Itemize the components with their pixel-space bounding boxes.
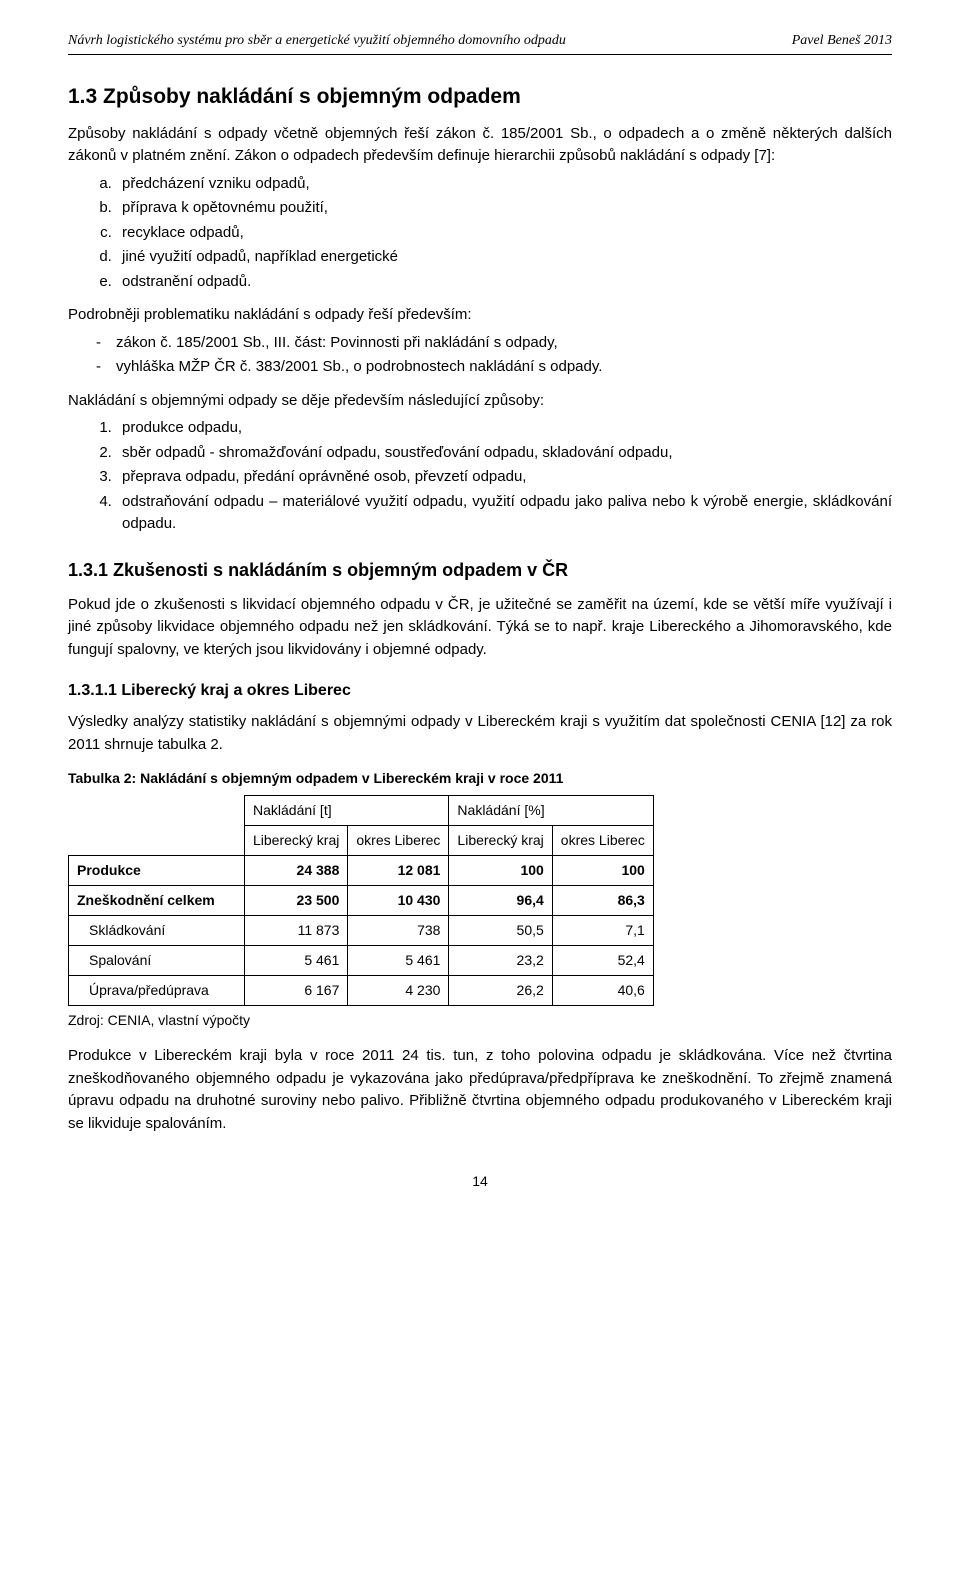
header-right: Pavel Beneš 2013	[792, 30, 892, 51]
list-item: jiné využití odpadů, například energetic…	[116, 245, 892, 270]
section-para-2: Podrobněji problematiku nakládání s odpa…	[68, 304, 892, 327]
page-header: Návrh logistického systému pro sběr a en…	[68, 30, 892, 55]
table-cell: 23 500	[245, 886, 348, 916]
table-cell: 86,3	[552, 886, 653, 916]
table-cell: 100	[449, 856, 552, 886]
table-group-header: Nakládání [%]	[449, 796, 653, 826]
table-row: Úprava/předúprava6 1674 23026,240,6	[69, 976, 654, 1006]
list-item: odstranění odpadů.	[116, 270, 892, 295]
table-cell: 5 461	[245, 946, 348, 976]
table-cell: 52,4	[552, 946, 653, 976]
table-cell: 100	[552, 856, 653, 886]
list-item: recyklace odpadů,	[116, 221, 892, 246]
table-header-blank	[69, 796, 245, 856]
table-cell: 6 167	[245, 976, 348, 1006]
table-row: Spalování5 4615 46123,252,4	[69, 946, 654, 976]
table-caption: Tabulka 2: Nakládání s objemným odpadem …	[68, 768, 892, 789]
table-cell: 50,5	[449, 916, 552, 946]
table-cell: 11 873	[245, 916, 348, 946]
table-group-header: Nakládání [t]	[245, 796, 449, 826]
subsubsection-para: Výsledky analýzy statistiky nakládání s …	[68, 711, 892, 756]
table-cell: 24 388	[245, 856, 348, 886]
table-cell: 4 230	[348, 976, 449, 1006]
page-number: 14	[68, 1171, 892, 1192]
table-row: Skládkování11 87373850,57,1	[69, 916, 654, 946]
table-row-label: Skládkování	[69, 916, 245, 946]
subsubsection-heading: 1.3.1.1 Liberecký kraj a okres Liberec	[68, 679, 892, 703]
table-cell: 23,2	[449, 946, 552, 976]
section-para-3: Nakládání s objemnými odpady se děje pře…	[68, 390, 892, 413]
table-sub-header: okres Liberec	[552, 826, 653, 856]
data-table: Nakládání [t] Nakládání [%] Liberecký kr…	[68, 795, 654, 1006]
list-item: zákon č. 185/2001 Sb., III. část: Povinn…	[96, 331, 892, 356]
section-para-1: Způsoby nakládání s odpady včetně objemn…	[68, 123, 892, 168]
table-row-label: Zneškodnění celkem	[69, 886, 245, 916]
list-item: předcházení vzniku odpadů,	[116, 172, 892, 197]
table-cell: 12 081	[348, 856, 449, 886]
list-item: odstraňování odpadu – materiálové využit…	[116, 490, 892, 537]
table-cell: 7,1	[552, 916, 653, 946]
law-list: zákon č. 185/2001 Sb., III. část: Povinn…	[96, 331, 892, 380]
list-item: vyhláška MŽP ČR č. 383/2001 Sb., o podro…	[96, 355, 892, 380]
list-item: sběr odpadů - shromažďování odpadu, sous…	[116, 441, 892, 466]
list-item: produkce odpadu,	[116, 416, 892, 441]
table-row-label: Úprava/předúprava	[69, 976, 245, 1006]
section-heading: 1.3 Způsoby nakládání s objemným odpadem	[68, 81, 892, 113]
table-body: Produkce24 38812 081100100Zneškodnění ce…	[69, 856, 654, 1006]
table-row-label: Produkce	[69, 856, 245, 886]
table-cell: 26,2	[449, 976, 552, 1006]
table-cell: 96,4	[449, 886, 552, 916]
list-item: příprava k opětovnému použití,	[116, 196, 892, 221]
table-cell: 5 461	[348, 946, 449, 976]
list-item: přeprava odpadu, předání oprávněné osob,…	[116, 465, 892, 490]
table-header-row-1: Nakládání [t] Nakládání [%]	[69, 796, 654, 826]
table-sub-header: Liberecký kraj	[245, 826, 348, 856]
table-row: Zneškodnění celkem23 50010 43096,486,3	[69, 886, 654, 916]
table-row: Produkce24 38812 081100100	[69, 856, 654, 886]
hierarchy-list: předcházení vzniku odpadů, příprava k op…	[116, 172, 892, 295]
table-cell: 40,6	[552, 976, 653, 1006]
subsection-heading: 1.3.1 Zkušenosti s nakládáním s objemným…	[68, 557, 892, 584]
table-sub-header: Liberecký kraj	[449, 826, 552, 856]
header-left: Návrh logistického systému pro sběr a en…	[68, 30, 566, 51]
methods-list: produkce odpadu, sběr odpadů - shromažďo…	[116, 416, 892, 537]
table-cell: 10 430	[348, 886, 449, 916]
table-row-label: Spalování	[69, 946, 245, 976]
table-sub-header: okres Liberec	[348, 826, 449, 856]
subsection-para: Pokud jde o zkušenosti s likvidací objem…	[68, 594, 892, 662]
table-cell: 738	[348, 916, 449, 946]
closing-para: Produkce v Libereckém kraji byla v roce …	[68, 1045, 892, 1135]
table-source: Zdroj: CENIA, vlastní výpočty	[68, 1010, 892, 1031]
